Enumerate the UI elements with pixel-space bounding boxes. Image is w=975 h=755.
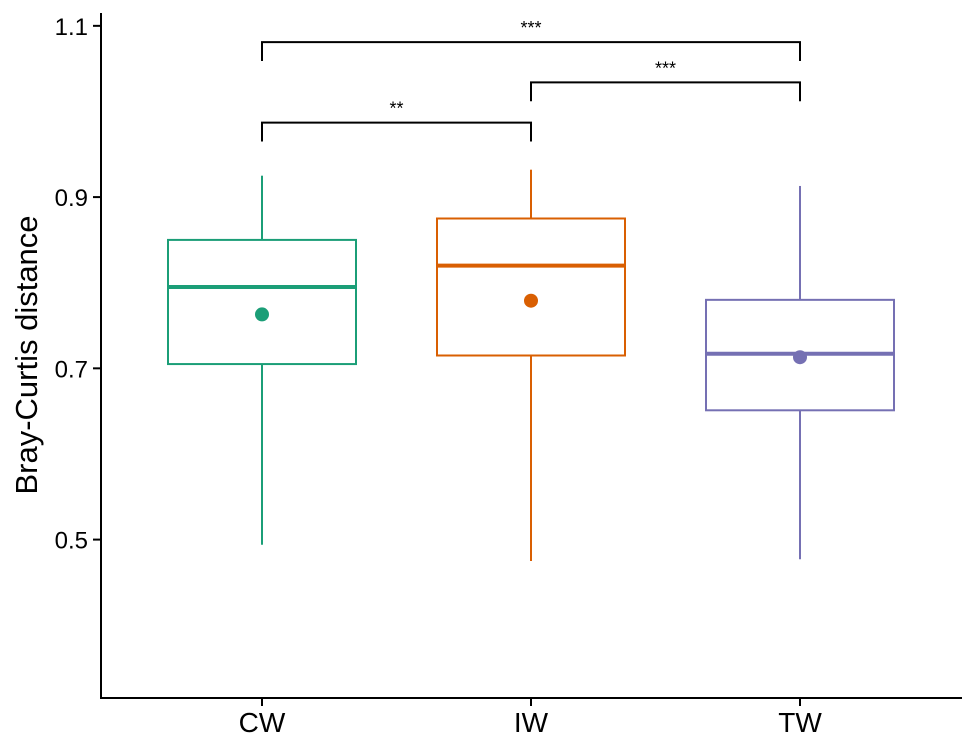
y-tick-label: 1.1 (55, 14, 88, 41)
box-series (167, 169, 895, 561)
bracket-cw-iw: ** (261, 99, 532, 142)
mean-point (793, 350, 807, 365)
significance-brackets: ******** (261, 18, 801, 142)
y-tick-label: 0.9 (55, 185, 88, 212)
iqr-box (436, 217, 626, 357)
x-tick-label: IW (514, 707, 549, 738)
y-ticks: 0.5 0.7 0.9 1.1 (55, 14, 101, 555)
mean-point (255, 307, 269, 322)
box-tw (705, 185, 895, 560)
x-tick-label: CW (239, 707, 286, 738)
significance-label: ** (389, 99, 403, 119)
axes: 0.5 0.7 0.9 1.1 CW IW TW Bray-Curtis distance (9, 13, 962, 738)
significance-label: *** (655, 58, 676, 78)
x-tick-label: TW (778, 707, 822, 738)
bracket-line (530, 81, 801, 102)
y-tick-label: 0.5 (55, 528, 88, 555)
bracket-line (261, 121, 532, 142)
bracket-iw-tw: *** (530, 58, 801, 102)
significance-label: *** (520, 18, 541, 38)
box-iw (436, 169, 626, 561)
mean-point (524, 293, 538, 308)
iqr-box (167, 238, 357, 366)
y-tick-label: 0.7 (55, 356, 88, 383)
bracket-line (261, 41, 801, 61)
y-axis-title: Bray-Curtis distance (9, 215, 44, 494)
box-cw (167, 175, 357, 545)
bracket-cw-tw: *** (261, 18, 801, 61)
x-ticks: CW IW TW (239, 698, 822, 738)
